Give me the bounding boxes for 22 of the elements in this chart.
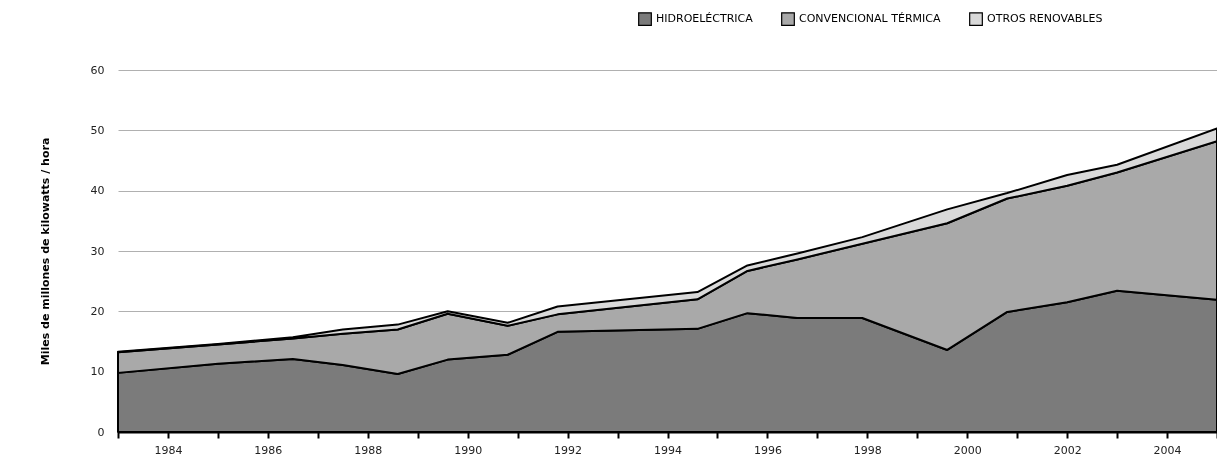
y-axis-title: Miles de millones de kilowatts / hora [38, 137, 52, 366]
x-tick-label: 2004 [1153, 443, 1182, 457]
x-tick-label: 1992 [554, 443, 583, 457]
y-tick-label: 10 [90, 365, 105, 379]
y-tick-label: 30 [90, 244, 105, 258]
y-tick-label: 40 [90, 184, 105, 198]
legend-label: CONVENCIONAL TÉRMICA [799, 12, 941, 26]
x-tick-label: 2002 [1053, 443, 1082, 457]
y-tick-label: 50 [90, 123, 105, 137]
x-tick-label: 1996 [753, 443, 782, 457]
y-tick-label: 20 [90, 304, 105, 318]
x-tick-label: 1990 [454, 443, 483, 457]
x-tick-label: 1998 [853, 443, 882, 457]
y-tick-label: 60 [90, 63, 105, 77]
legend-label: OTROS RENOVABLES [987, 12, 1103, 26]
x-tick-label: 1988 [354, 443, 383, 457]
x-tick-label: 2000 [953, 443, 982, 457]
x-tick-label: 1994 [654, 443, 682, 457]
y-tick-label: 0 [97, 425, 105, 439]
x-tick-label: 1986 [254, 443, 283, 457]
x-tick-label: 1984 [154, 443, 183, 457]
legend-label: HIDROELÉCTRICA [656, 12, 754, 26]
